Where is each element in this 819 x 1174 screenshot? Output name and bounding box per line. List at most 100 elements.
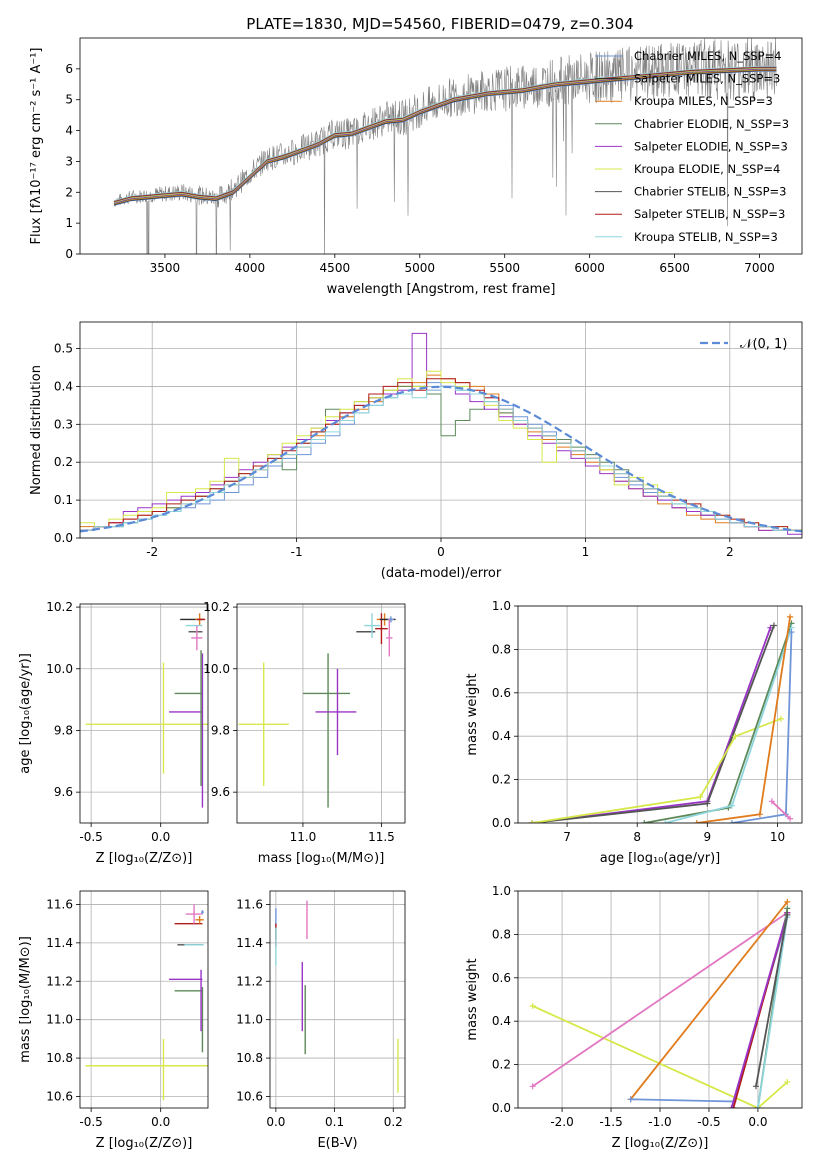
x-tick-label: 0.0 bbox=[151, 830, 170, 844]
y-tick-label: 10.8 bbox=[46, 1051, 73, 1065]
x-tick-label: 4000 bbox=[235, 261, 266, 275]
x-tick-label: -0.5 bbox=[697, 1115, 720, 1129]
legend-label: Chabrier STELIB, N_SSP=3 bbox=[634, 185, 786, 199]
y-tick-label: 1.0 bbox=[492, 599, 511, 613]
weight-marker bbox=[787, 613, 794, 620]
y-tick-label: 0.2 bbox=[492, 773, 511, 787]
y-axis-label: mass weight bbox=[465, 673, 480, 755]
legend-label: Salpeter MILES, N_SSP=3 bbox=[634, 72, 780, 86]
weight-marker bbox=[529, 1003, 536, 1010]
y-tick-label: 2 bbox=[65, 185, 73, 199]
legend-label: Salpeter STELIB, N_SSP=3 bbox=[634, 207, 785, 221]
x-axis-label: Z [log₁₀(Z/Z⊙)] bbox=[612, 1136, 709, 1151]
x-tick-label: -1.0 bbox=[648, 1115, 671, 1129]
x-tick-label: -0.5 bbox=[79, 1115, 102, 1129]
plot-area bbox=[113, 38, 777, 254]
panel-age-vs-mass: 11.0 11.5 9.6 9.8 10.0 10.2 mass [log₁₀(M/M⊙)] bbox=[203, 600, 406, 866]
panel-residuals: -2 -1 0 1 2 0.0 0.1 0.2 0.3 0.4 0.5 𝒩(0, 1) (data-mo… bbox=[29, 321, 803, 581]
x-tick-label: -1 bbox=[291, 545, 303, 559]
model-line-5 bbox=[113, 67, 777, 203]
y-tick-label: 4 bbox=[65, 124, 73, 138]
weight-marker bbox=[777, 715, 784, 722]
y-tick-label: 0.2 bbox=[54, 455, 73, 469]
y-tick-label: 0.6 bbox=[492, 686, 511, 700]
y-tick-label: 9.6 bbox=[54, 785, 73, 799]
weight-marker bbox=[529, 820, 536, 823]
x-tick-label: 0.1 bbox=[325, 1115, 344, 1129]
y-axis-label: Flux [fλ10⁻¹⁷ erg cm⁻² s⁻¹ A⁻¹] bbox=[29, 48, 44, 245]
model-line-7 bbox=[113, 66, 777, 202]
plot-area bbox=[529, 898, 791, 1108]
y-tick-label: 0.2 bbox=[492, 1058, 511, 1072]
y-axis-label: mass weight bbox=[465, 958, 480, 1040]
weight-marker bbox=[662, 820, 669, 823]
y-tick-label: 0.5 bbox=[54, 342, 73, 356]
weight-marker bbox=[728, 1105, 735, 1108]
y-tick-label: 9.8 bbox=[211, 723, 230, 737]
model-line-6 bbox=[113, 67, 777, 203]
weight-line-7 bbox=[757, 916, 789, 1108]
weight-marker bbox=[756, 811, 763, 818]
y-tick-label: 6 bbox=[65, 62, 73, 76]
y-tick-label: 11.4 bbox=[236, 936, 263, 950]
x-tick-label: -1.5 bbox=[599, 1115, 622, 1129]
weight-marker bbox=[784, 911, 791, 918]
weight-marker bbox=[732, 733, 739, 740]
model-line-3 bbox=[113, 69, 777, 205]
chart-title: PLATE=1830, MJD=54560, FIBERID=0479, z=0… bbox=[246, 15, 633, 33]
y-tick-label: 11.2 bbox=[236, 974, 263, 988]
x-tick-label: 6500 bbox=[659, 261, 690, 275]
x-tick-label: 0.0 bbox=[151, 1115, 170, 1129]
x-tick-label: 0.0 bbox=[748, 1115, 767, 1129]
axes-frame bbox=[517, 605, 803, 824]
x-tick-label: 5000 bbox=[404, 261, 435, 275]
axes-frame bbox=[236, 603, 406, 824]
y-axis-label: mass [log₁₀(M/M⊙)] bbox=[18, 936, 33, 1063]
y-tick-label: 9.8 bbox=[54, 723, 73, 737]
weight-line-0 bbox=[532, 1005, 788, 1108]
y-tick-label: 0.1 bbox=[54, 493, 73, 507]
y-tick-label: 0.0 bbox=[492, 816, 511, 830]
axes-frame bbox=[269, 890, 406, 1109]
weight-marker bbox=[754, 1105, 761, 1108]
legend-label: Chabrier MILES, N_SSP=4 bbox=[634, 49, 781, 63]
panel-mass-vs-ebv: 0.0 0.1 0.2 10.6 10.8 11.0 11.2 11.4 11.6 E(B-V) bbox=[236, 890, 406, 1151]
model-line-2 bbox=[113, 69, 777, 205]
y-tick-label: 0.3 bbox=[54, 417, 73, 431]
x-axis-label: age [log₁₀(age/yr)] bbox=[600, 851, 721, 866]
weight-line-0 bbox=[531, 627, 772, 823]
x-tick-label: 0.2 bbox=[384, 1115, 403, 1129]
x-tick-label: -0.5 bbox=[79, 830, 102, 844]
x-tick-label: 11.0 bbox=[290, 830, 317, 844]
legend-label: Kroupa ELODIE, N_SSP=4 bbox=[634, 162, 780, 176]
y-tick-label: 0.4 bbox=[54, 379, 73, 393]
weight-marker bbox=[787, 815, 794, 822]
x-tick-label: -2.0 bbox=[550, 1115, 573, 1129]
weight-marker bbox=[768, 798, 775, 805]
x-tick-label: 5500 bbox=[489, 261, 520, 275]
weight-marker bbox=[704, 800, 711, 807]
y-tick-label: 5 bbox=[65, 93, 73, 107]
weight-marker bbox=[641, 820, 648, 823]
weight-marker bbox=[784, 1078, 791, 1085]
y-tick-label: 0.0 bbox=[492, 1101, 511, 1115]
y-tick-label: 0 bbox=[65, 247, 73, 261]
x-tick-label: 9 bbox=[704, 830, 712, 844]
panel-massweight-vs-age: 7 8 9 10 0.0 0.2 0.4 0.6 0.8 1.0 age [log₁₀(age/yr… bbox=[465, 599, 803, 866]
y-tick-label: 11.0 bbox=[46, 1013, 73, 1027]
weight-line-1 bbox=[532, 911, 788, 1088]
weight-line-2 bbox=[629, 901, 789, 1100]
panel-mass-vs-Z: -0.5 0.0 10.6 10.8 11.0 11.2 11.4 11.6 Z [log₁₀(… bbox=[18, 890, 209, 1151]
histogram-6 bbox=[80, 385, 802, 538]
x-axis-label: E(B-V) bbox=[317, 1136, 357, 1151]
x-axis-label: mass [log₁₀(M/M⊙)] bbox=[258, 851, 385, 866]
y-tick-label: 0.4 bbox=[492, 729, 511, 743]
axes-frame bbox=[517, 890, 803, 1109]
plot-area bbox=[85, 904, 208, 1101]
x-axis-label: Z [log₁₀(Z/Z⊙)] bbox=[96, 1136, 193, 1151]
weight-line-4 bbox=[665, 627, 793, 823]
weight-marker bbox=[529, 1083, 536, 1090]
y-tick-label: 10.0 bbox=[203, 662, 230, 676]
legend-label: Kroupa STELIB, N_SSP=3 bbox=[634, 230, 778, 244]
x-tick-label: 2 bbox=[726, 545, 734, 559]
